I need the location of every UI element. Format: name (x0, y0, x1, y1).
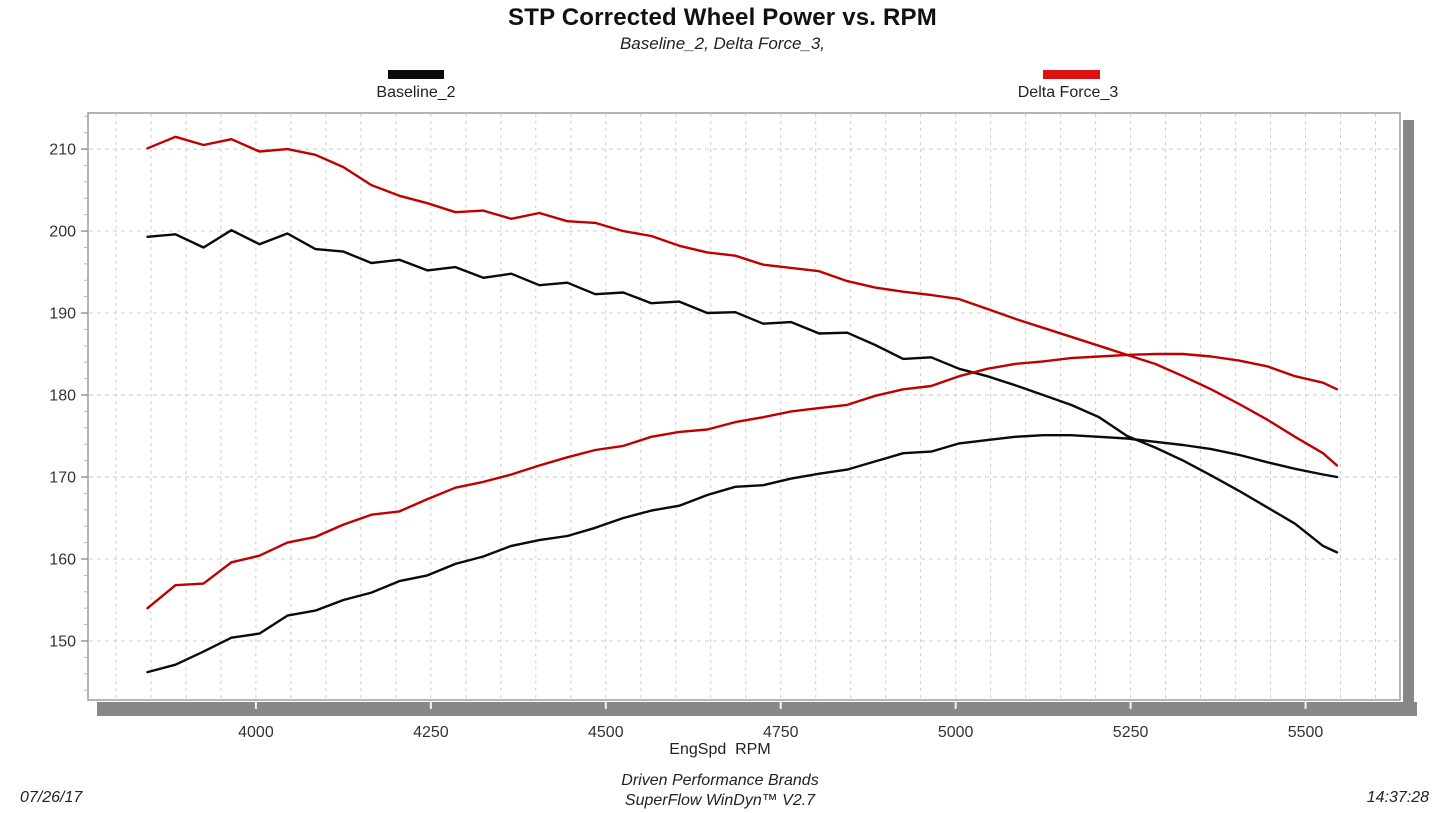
footer-date: 07/26/17 (20, 789, 83, 806)
curve-2 (146, 135, 1339, 467)
bottom-axis-bar (97, 702, 1417, 716)
chart-subtitle: Baseline_2, Delta Force_3, (619, 34, 826, 53)
curve-1 (146, 434, 1339, 674)
x-tick-label: 4750 (763, 724, 799, 741)
y-tick-label: 210 (49, 142, 76, 159)
y-tick-label: 150 (49, 633, 76, 650)
x-tick-label: 5000 (938, 724, 974, 741)
x-tick-label: 5500 (1288, 724, 1324, 741)
legend-swatch-baseline (388, 70, 444, 79)
data-curves (146, 135, 1339, 674)
chart-title: STP Corrected Wheel Power vs. RPM (508, 4, 937, 31)
x-axis-ticks: 4000 4250 4500 4750 5000 5250 5500 (238, 724, 1323, 741)
right-axis-wall (1403, 120, 1414, 716)
plot-border (87, 112, 1401, 701)
plot-frame (87, 112, 1401, 701)
x-axis-label: EngSpd RPM (669, 741, 771, 758)
footer-time: 14:37:28 (1366, 789, 1429, 806)
y-tick-label: 190 (49, 306, 76, 323)
footer-center: Driven Performance Brands SuperFlow WinD… (0, 771, 1440, 811)
x-tick-label: 4000 (238, 724, 274, 741)
legend-label-baseline: Baseline_2 (376, 84, 456, 101)
x-tick-label: 4500 (588, 724, 624, 741)
curve-0 (146, 228, 1339, 554)
legend-swatch-delta-force (1043, 70, 1100, 79)
y-tick-label: 200 (49, 224, 76, 241)
footer-software: SuperFlow WinDyn™ V2.7 (624, 792, 816, 809)
grid-lines (89, 114, 1399, 699)
legend-label-delta-force: Delta Force_3 (1017, 84, 1119, 101)
axis-3d-bars (97, 120, 1417, 716)
y-axis-ticks: 150 160 170 180 190 200 210 (49, 115, 88, 691)
y-tick-label: 160 (49, 551, 76, 568)
y-tick-label: 180 (49, 388, 76, 405)
y-tick-label: 170 (49, 470, 76, 487)
x-tick-label: 5250 (1113, 724, 1149, 741)
footer-brand: Driven Performance Brands (621, 772, 819, 789)
x-tick-label: 4250 (413, 724, 449, 741)
curve-3 (146, 352, 1339, 610)
